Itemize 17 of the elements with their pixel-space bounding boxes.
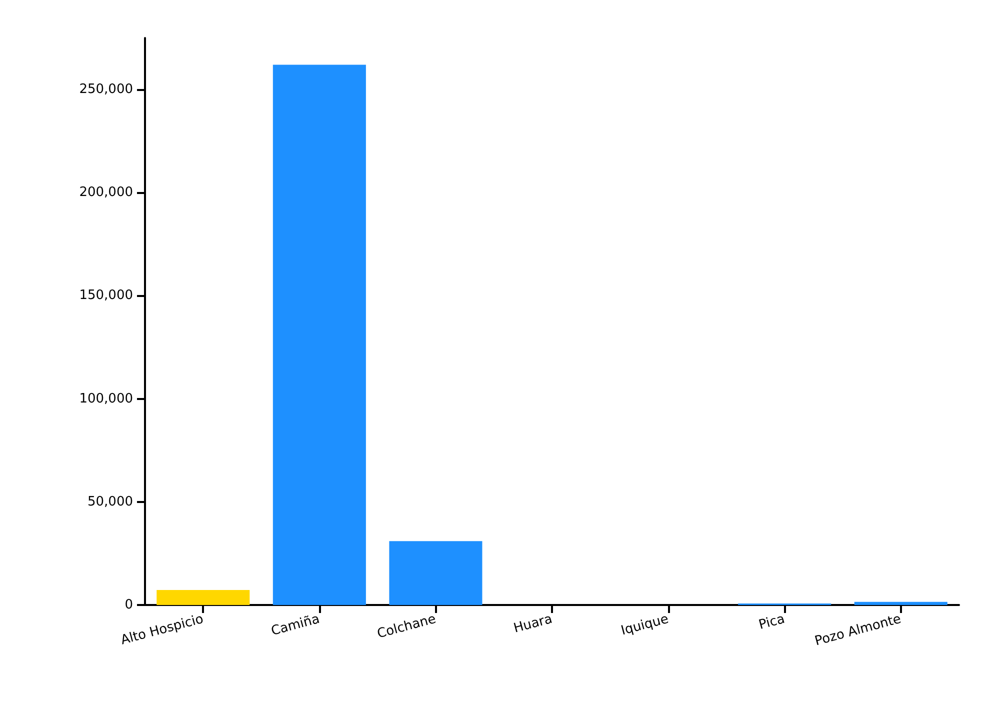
x-tick-label: Pozo Almonte — [813, 612, 903, 650]
x-tick-label: Iquique — [620, 612, 670, 639]
bar — [272, 64, 366, 605]
y-tick-label: 250,000 — [79, 82, 133, 98]
y-tick-label: 0 — [124, 598, 133, 612]
x-tick-label: Alto Hospicio — [119, 612, 206, 648]
y-tick-label: 200,000 — [79, 185, 133, 200]
bar — [389, 541, 482, 605]
x-tick-label: Huara — [512, 612, 554, 636]
x-tick-label: Pica — [757, 612, 787, 634]
bar — [854, 602, 948, 605]
x-tick-label: Colchane — [376, 612, 438, 642]
bar — [156, 590, 250, 605]
y-tick-label: 50,000 — [88, 494, 133, 510]
x-tick-label: Camiña — [270, 612, 322, 640]
y-tick-label: 100,000 — [79, 391, 133, 406]
y-tick-label: 150,000 — [79, 288, 133, 304]
